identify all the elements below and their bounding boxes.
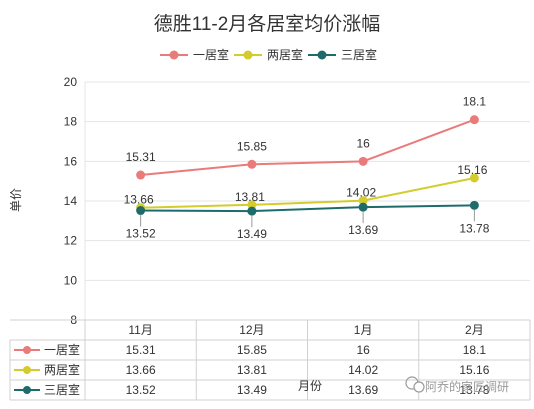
data-point xyxy=(358,196,368,206)
chart-series xyxy=(136,115,479,216)
data-label: 13.66 xyxy=(124,193,154,207)
data-label: 13.52 xyxy=(126,227,156,241)
data-point xyxy=(247,159,257,169)
x-tick-label: 12月 xyxy=(239,323,264,337)
x-axis-label: 月份 xyxy=(298,379,322,393)
table-cell: 15.85 xyxy=(237,343,267,357)
table-series-name: 两居室 xyxy=(44,362,80,377)
data-point xyxy=(469,200,479,210)
data-point xyxy=(358,202,368,212)
data-label: 15.85 xyxy=(237,139,267,153)
table-cell: 13.81 xyxy=(237,363,267,377)
x-tick-label: 1月 xyxy=(354,323,373,337)
data-label: 13.78 xyxy=(459,221,489,235)
table-cell: 16 xyxy=(356,343,370,357)
data-label: 13.81 xyxy=(235,190,265,204)
y-tick-label: 10 xyxy=(64,273,78,287)
data-point xyxy=(247,206,257,216)
y-axis-label: 单价 xyxy=(9,188,23,212)
legend-marker xyxy=(317,50,327,60)
table-cell: 13.69 xyxy=(348,383,378,397)
table-cell: 15.16 xyxy=(459,363,489,377)
y-tick-label: 18 xyxy=(64,115,78,129)
data-point xyxy=(358,156,368,166)
chart-title: 德胜11-2月各居室均价涨幅 xyxy=(154,13,381,35)
data-label: 18.1 xyxy=(463,95,487,109)
table-cell: 13.49 xyxy=(237,383,267,397)
data-point xyxy=(469,115,479,125)
legend-label: 三居室 xyxy=(341,47,377,62)
table-cell: 18.1 xyxy=(463,343,487,357)
wechat-icon xyxy=(405,376,425,393)
chart-legend: 一居室 两居室 三居室 xyxy=(160,47,377,62)
data-label: 15.16 xyxy=(457,163,487,177)
table-legend-marker xyxy=(23,346,31,354)
series-line xyxy=(140,118,475,177)
watermark: 阿乔的家匠调研 xyxy=(405,376,509,394)
y-tick-label: 14 xyxy=(64,194,78,208)
table-series-name: 三居室 xyxy=(44,382,80,397)
series-line xyxy=(140,177,475,209)
y-tick-label: 12 xyxy=(64,234,78,248)
y-tick-label: 16 xyxy=(64,154,78,168)
data-label: 16 xyxy=(356,136,370,150)
data-point xyxy=(247,200,257,210)
legend-label: 一居室 xyxy=(193,47,229,62)
data-point xyxy=(469,173,479,183)
table-cell: 13.78 xyxy=(459,383,489,397)
table-cell: 15.31 xyxy=(126,343,156,357)
legend-marker xyxy=(169,50,179,60)
legend-marker xyxy=(243,50,253,60)
data-point xyxy=(136,170,146,180)
table-cell: 14.02 xyxy=(348,363,378,377)
y-tick-label: 20 xyxy=(64,75,78,89)
table-legend-marker xyxy=(23,366,31,374)
table-series-name: 一居室 xyxy=(44,342,80,357)
data-label: 15.31 xyxy=(126,150,156,164)
series-line xyxy=(140,204,475,213)
data-label: 13.69 xyxy=(348,223,378,237)
x-tick-label: 11月 xyxy=(128,323,152,337)
x-tick-label: 2月 xyxy=(465,323,484,337)
data-labels: 15.31 15.85 16 18.1 13.66 13.81 14.02 15.16 13.5… xyxy=(124,95,490,241)
data-label: 14.02 xyxy=(346,186,376,200)
data-label: 13.49 xyxy=(237,227,267,241)
watermark-text: 阿乔的家匠调研 xyxy=(425,379,509,394)
table-legend-marker xyxy=(23,386,31,394)
table-cell: 13.52 xyxy=(126,383,156,397)
table-cell: 13.66 xyxy=(126,363,156,377)
legend-label: 两居室 xyxy=(267,47,303,62)
data-point xyxy=(136,206,146,216)
